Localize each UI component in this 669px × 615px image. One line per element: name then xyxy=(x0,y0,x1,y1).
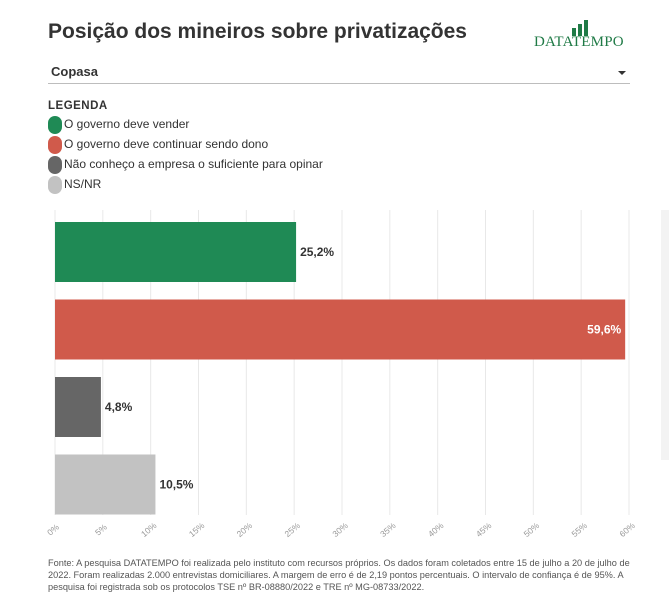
x-tick-label: 55% xyxy=(570,520,590,539)
bar[interactable] xyxy=(55,299,626,360)
bar[interactable] xyxy=(55,377,101,437)
x-tick-label: 60% xyxy=(617,520,637,539)
legend: LEGENDA O governo deve vender O governo … xyxy=(48,100,323,195)
x-tick-label: 10% xyxy=(139,520,159,539)
company-select-value: Copasa xyxy=(51,64,98,79)
x-tick-label: 0% xyxy=(45,522,61,538)
brand-logo: DATATEMPO xyxy=(534,20,634,50)
bar-chart: 0% 5% 10% 15% 20% 25% 30% 35% 40% 45% 50% 55% 60% 25,… xyxy=(45,210,637,539)
legend-item-nao-conheco[interactable]: Não conheço a empresa o suficiente para … xyxy=(48,155,323,175)
legend-swatch xyxy=(48,136,62,154)
bar-value-label: 25,2% xyxy=(300,245,334,259)
source-footnote: Fonte: A pesquisa DATATEMPO foi realizad… xyxy=(48,558,630,592)
x-tick-label: 40% xyxy=(426,520,446,539)
bar-value-label: 59,6% xyxy=(587,323,621,337)
legend-label: O governo deve continuar sendo dono xyxy=(64,137,269,151)
bar-value-label: 4,8% xyxy=(105,400,133,414)
x-tick-label: 45% xyxy=(474,520,494,539)
bar[interactable] xyxy=(55,454,156,515)
legend-item-ns-nr[interactable]: NS/NR xyxy=(48,175,108,195)
legend-label: Não conheço a empresa o suficiente para … xyxy=(64,157,323,171)
chevron-down-icon xyxy=(618,71,626,75)
legend-item-continuar-dono[interactable]: O governo deve continuar sendo dono xyxy=(48,135,268,155)
page-title: Posição dos mineiros sobre privatizações xyxy=(48,20,467,43)
bar-chart-icon xyxy=(572,20,588,36)
legend-swatch xyxy=(48,176,62,194)
company-select[interactable]: Copasa xyxy=(48,62,630,84)
x-tick-label: 15% xyxy=(187,520,207,539)
legend-item-vender[interactable]: O governo deve vender xyxy=(48,115,189,135)
x-tick-label: 5% xyxy=(93,522,109,538)
x-tick-label: 35% xyxy=(378,520,398,539)
legend-label: NS/NR xyxy=(64,177,102,191)
bar[interactable] xyxy=(55,222,297,282)
legend-swatch xyxy=(48,156,62,174)
x-tick-label: 20% xyxy=(235,520,255,539)
brand-name: DATATEMPO xyxy=(534,34,624,50)
x-tick-label: 50% xyxy=(522,520,542,539)
x-tick-label: 25% xyxy=(283,520,303,539)
scrollbar[interactable] xyxy=(661,210,669,460)
legend-title: LEGENDA xyxy=(48,100,108,112)
x-tick-label: 30% xyxy=(330,520,350,539)
bar-value-label: 10,5% xyxy=(159,478,193,492)
legend-label: O governo deve vender xyxy=(64,117,190,131)
legend-swatch xyxy=(48,116,62,134)
